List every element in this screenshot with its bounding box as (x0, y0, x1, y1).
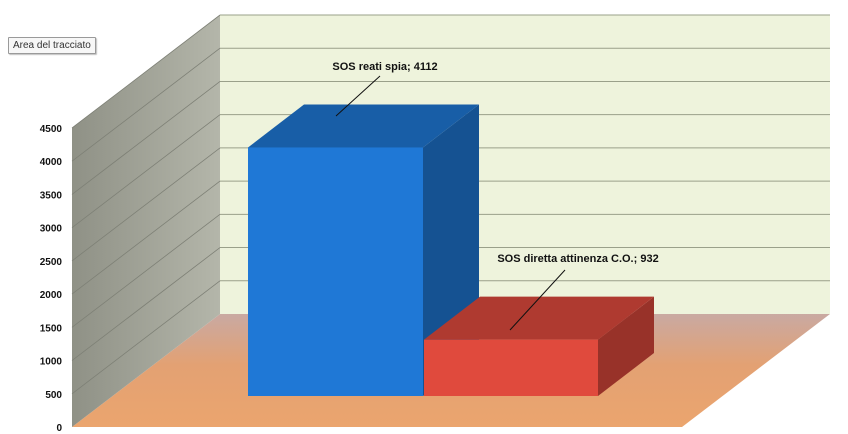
y-tick-label: 4500 (40, 124, 63, 135)
data-label: SOS reati spia; 4112 (332, 61, 437, 73)
bar-front-face (248, 147, 423, 396)
y-tick-label: 0 (56, 423, 62, 434)
side-gridline (71, 14, 221, 129)
bar-top-face (248, 104, 479, 148)
bar-1 (248, 104, 479, 396)
y-tick-label: 2500 (40, 257, 63, 268)
side-gridline (71, 180, 221, 295)
side-gridline (71, 114, 221, 228)
leader-line (335, 75, 381, 117)
side-gridline (71, 47, 221, 162)
y-tick-label: 1000 (40, 357, 63, 368)
bar-2 (424, 296, 654, 396)
side-gridline (71, 81, 221, 195)
bar-top-face (424, 296, 654, 340)
y-tick-label: 1500 (40, 323, 63, 334)
side-gridline (71, 247, 221, 361)
y-tick-label: 2000 (40, 290, 63, 301)
leader-line (509, 269, 566, 331)
side-wall (72, 15, 220, 427)
bar-side-face (598, 296, 654, 396)
y-tick-label: 3000 (40, 224, 63, 235)
side-gridline (71, 280, 221, 395)
plot-area-tooltip: Area del tracciato (8, 37, 96, 54)
data-label: SOS diretta attinenza C.O.; 932 (497, 253, 658, 265)
side-gridline (71, 147, 221, 262)
y-tick-label: 500 (45, 390, 62, 401)
y-tick-label: 3500 (40, 190, 63, 201)
y-tick-label: 4000 (40, 157, 63, 168)
bar-front-face (424, 339, 598, 396)
side-gridline (71, 214, 221, 328)
